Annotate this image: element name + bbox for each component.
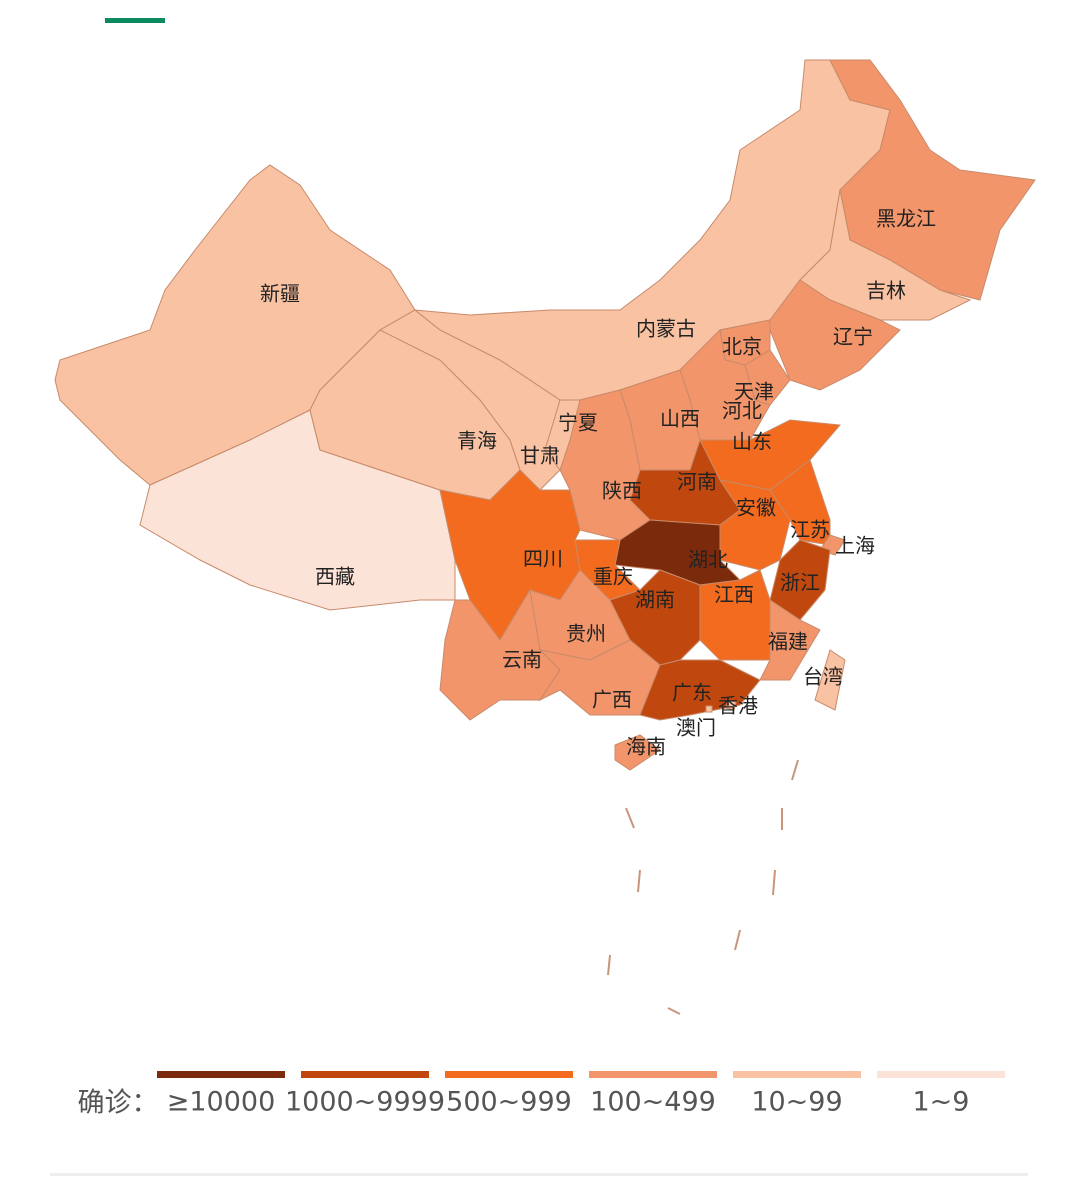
province-label: 黑龙江 <box>876 207 936 231</box>
province-label: 广西 <box>592 688 632 712</box>
province-label: 湖南 <box>635 588 675 612</box>
province <box>829 59 1036 301</box>
province-label: 甘肃 <box>520 444 560 468</box>
province-label: 江西 <box>714 583 754 607</box>
province-label: 青海 <box>457 429 497 453</box>
legend-label: 1~9 <box>913 1087 970 1118</box>
legend-label: ≥10000 <box>167 1087 276 1118</box>
legend-label: 500~999 <box>446 1087 572 1118</box>
tab-indicator <box>105 18 165 23</box>
province <box>538 639 661 716</box>
province <box>614 734 661 771</box>
legend-label: 100~499 <box>590 1087 716 1118</box>
south-sea-dashes <box>607 759 799 1015</box>
province-label: 江苏 <box>790 518 830 542</box>
province-label: 辽宁 <box>833 325 873 349</box>
legend: 确诊： ≥10000 1000~9999 500~999 100~499 10~99 1~9 <box>78 1071 1005 1119</box>
province-label: 内蒙古 <box>636 317 696 341</box>
province-label: 宁夏 <box>558 411 598 435</box>
province-label: 河北 <box>722 399 762 423</box>
province-label: 浙江 <box>780 571 820 595</box>
province-label: 山东 <box>732 430 772 454</box>
legend-swatch <box>877 1071 1005 1078</box>
provinces <box>54 59 1036 771</box>
province-label: 福建 <box>768 630 808 654</box>
province-label: 吉林 <box>866 279 906 303</box>
province-label: 广东 <box>672 681 712 705</box>
province-label: 新疆 <box>260 282 300 306</box>
province-label: 西藏 <box>315 565 355 589</box>
province-label: 天津 <box>734 380 774 404</box>
province-label: 澳门 <box>676 716 716 740</box>
legend-swatch <box>157 1071 285 1078</box>
legend-swatch <box>301 1071 429 1078</box>
province-label: 安徽 <box>736 496 776 520</box>
legend-title: 确诊： <box>78 1088 159 1119</box>
province-label: 台湾 <box>803 665 843 689</box>
province-label: 上海 <box>835 534 875 558</box>
legend-label: 10~99 <box>751 1087 842 1118</box>
province <box>759 599 821 681</box>
province-label: 云南 <box>502 648 542 672</box>
province <box>705 705 713 713</box>
province-label: 重庆 <box>593 565 633 589</box>
divider <box>50 1173 1028 1176</box>
province <box>814 649 846 711</box>
province-label: 香港 <box>718 694 758 718</box>
province-label: 海南 <box>626 735 666 759</box>
province-label: 湖北 <box>688 548 728 572</box>
province-label: 河南 <box>677 470 717 494</box>
legend-swatch <box>445 1071 573 1078</box>
province-label: 陕西 <box>602 479 642 503</box>
legend-swatch <box>589 1071 717 1078</box>
legend-label: 1000~9999 <box>285 1087 445 1118</box>
province <box>799 189 972 321</box>
province <box>725 699 737 711</box>
legend-swatch <box>733 1071 861 1078</box>
province-label: 山西 <box>660 407 700 431</box>
province-label: 贵州 <box>566 622 606 646</box>
province-label: 北京 <box>722 335 762 359</box>
province-label: 四川 <box>523 547 563 571</box>
province <box>544 399 581 472</box>
